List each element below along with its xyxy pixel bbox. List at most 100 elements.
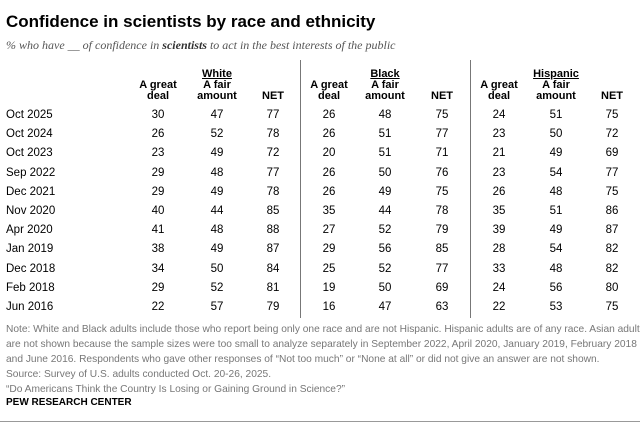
table-cell: 54: [549, 166, 563, 179]
table-cell: 26: [492, 185, 506, 198]
table-cell: 49: [549, 147, 563, 160]
table-cell: 48: [549, 185, 563, 198]
table-cell: 87: [605, 224, 619, 237]
group-header: White: [202, 68, 232, 80]
table-cell: 56: [549, 281, 563, 294]
table-cell: 47: [378, 301, 392, 313]
column-header-line: amount: [365, 90, 405, 102]
table-cell: 49: [210, 185, 224, 198]
table-cell: 41: [151, 224, 165, 237]
table-cell: 50: [549, 128, 563, 141]
column-header: A great deal: [294, 80, 364, 102]
column-header-line: A fair: [371, 79, 399, 91]
column-header-line: NET: [601, 90, 623, 102]
subtitle-text: to act in the best interests of the publ…: [206, 38, 396, 52]
table-row: Jan 2019 38 49 87 29 56 85 28 54 82: [0, 243, 640, 262]
column-divider: [300, 60, 301, 318]
table-row: Nov 2020 40 44 85 35 44 78 35 51 86: [0, 205, 640, 224]
column-header: A great deal: [123, 80, 193, 102]
table-cell: 78: [266, 128, 280, 141]
table-cell: 29: [151, 185, 165, 198]
column-header: NET: [577, 91, 640, 102]
table-cell: 48: [549, 262, 563, 275]
table-cell: 84: [266, 262, 280, 275]
table-cell: 28: [492, 243, 506, 256]
column-header: NET: [238, 91, 308, 102]
table-cell: 33: [492, 262, 506, 275]
column-header-line: NET: [262, 90, 284, 102]
table-cell: 29: [151, 166, 165, 179]
column-header-line: A great: [480, 79, 518, 91]
table-cell: 77: [266, 109, 280, 121]
table-cell: 44: [210, 205, 224, 217]
table-cell: 75: [435, 109, 449, 121]
table-row: Feb 2018 29 52 81 19 50 69 24 56 80: [0, 282, 640, 301]
table-cell: 52: [378, 262, 392, 275]
table-cell: 51: [549, 205, 563, 217]
table-cell: 47: [210, 109, 224, 121]
table-row: Dec 2021 29 49 78 26 49 75 26 48 75: [0, 186, 640, 205]
table-cell: 34: [151, 262, 165, 275]
report-title-line: “Do Americans Think the Country Is Losin…: [6, 384, 345, 395]
table-cell: 40: [151, 205, 165, 217]
table-cell: 81: [266, 281, 280, 294]
row-label: Jan 2019: [6, 243, 54, 256]
column-header-line: A great: [310, 79, 348, 91]
table-row: Dec 2018 34 50 84 25 52 77 33 48 82: [0, 263, 640, 282]
table-cell: 80: [605, 281, 619, 294]
table-cell: 51: [378, 147, 392, 160]
row-label: Oct 2023: [6, 147, 53, 160]
table-cell: 87: [266, 243, 280, 256]
table-cell: 56: [378, 243, 392, 256]
table-cell: 69: [605, 147, 619, 160]
column-header: A fair amount: [182, 80, 252, 102]
table-cell: 48: [210, 166, 224, 179]
table-cell: 38: [151, 243, 165, 256]
source-line: Source: Survey of U.S. adults conducted …: [6, 369, 272, 380]
table-cell: 49: [210, 243, 224, 256]
table-cell: 35: [322, 205, 336, 217]
table-cell: 75: [605, 185, 619, 198]
table-cell: 69: [435, 281, 449, 294]
table-cell: 23: [492, 166, 506, 179]
chart-title: Confidence in scientists by race and eth…: [6, 12, 376, 31]
table-cell: 26: [322, 128, 336, 141]
table-cell: 77: [605, 166, 619, 179]
column-header-line: A great: [139, 79, 177, 91]
table-cell: 16: [322, 301, 336, 313]
row-label: Apr 2020: [6, 224, 53, 237]
subtitle-emphasis: scientists: [162, 38, 207, 52]
table-cell: 53: [549, 301, 563, 313]
column-header-line: amount: [197, 90, 237, 102]
table-cell: 75: [605, 109, 619, 121]
table-cell: 49: [210, 147, 224, 160]
table-cell: 72: [266, 147, 280, 160]
table-cell: 49: [549, 224, 563, 237]
chart-subtitle: % who have __ of confidence in scientist…: [6, 38, 396, 53]
table-cell: 29: [151, 281, 165, 294]
table-cell: 30: [151, 109, 165, 121]
table-cell: 77: [435, 128, 449, 141]
table-row: Jun 2016 22 57 79 16 47 63 22 53 75: [0, 301, 640, 320]
table-cell: 26: [151, 128, 165, 141]
column-header: A fair amount: [350, 80, 420, 102]
column-header-line: A fair: [203, 79, 231, 91]
table-cell: 22: [492, 301, 506, 313]
table-cell: 49: [378, 185, 392, 198]
column-header: A great deal: [464, 80, 534, 102]
table-row: Oct 2025 30 47 77 26 48 75 24 51 75: [0, 109, 640, 128]
table-cell: 76: [435, 166, 449, 179]
table-cell: 23: [492, 128, 506, 141]
table-cell: 23: [151, 147, 165, 160]
bottom-rule: [0, 421, 640, 422]
pew-logo-text: PEW RESEARCH CENTER: [6, 397, 132, 408]
table-cell: 57: [210, 301, 224, 313]
column-header: NET: [407, 91, 477, 102]
row-label: Oct 2025: [6, 109, 53, 121]
table-cell: 21: [492, 147, 506, 160]
notes: Note: White and Black adults include tho…: [6, 322, 640, 397]
table-row: Oct 2024 26 52 78 26 51 77 23 50 72: [0, 128, 640, 147]
column-header-line: deal: [146, 90, 169, 102]
table-cell: 52: [210, 128, 224, 141]
table-cell: 48: [210, 224, 224, 237]
